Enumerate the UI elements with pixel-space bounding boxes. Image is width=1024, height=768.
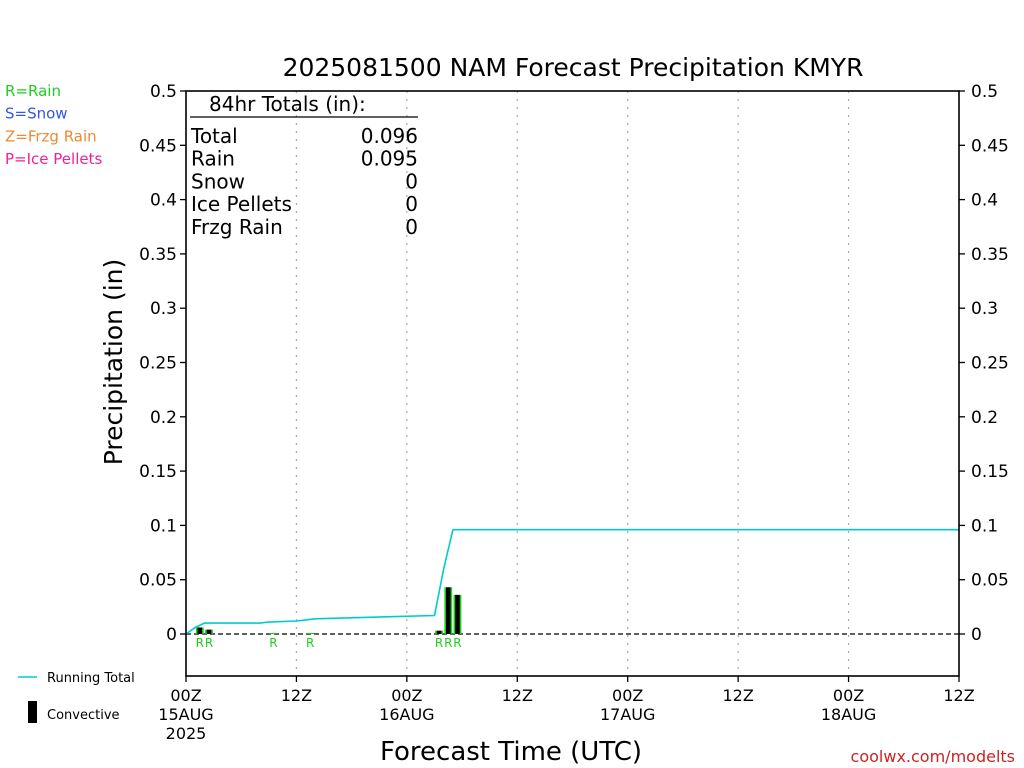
axes-layer: 0 00.05 0.050.1 0.10.15 0.150.2 0.20.25 0.250.… [139,82,1009,743]
precip-bar-3 [306,632,315,634]
credit-label: coolwx.com/modelts [851,747,1015,766]
precip-bar-2 [269,632,278,634]
totals-value-0: 0.096 [361,124,418,148]
ptype-label-3: R [306,636,314,650]
running-total-legend-label: Running Total [47,671,135,686]
y-tick-label-left-5: 0.25 [139,354,177,374]
x-tick-label-2: 00Z [391,686,422,705]
convective-bar-0 [197,627,203,634]
convective-legend-label: Convective [47,708,120,723]
y-tick-label-left-2: 0.1 [150,516,177,536]
x-tick-date-2: 16AUG [379,705,434,724]
totals-label-4: Frzg Rain [191,215,283,239]
y-tick-label-right-3: 0.15 [971,462,1009,482]
ptype-label-0: R [196,636,204,650]
legend-layer: R=Rain S=Snow Z=Frzg Rain P=Ice Pellets Runn… [5,82,135,723]
x-tick-label-4: 00Z [612,686,643,705]
y-tick-label-right-9: 0.45 [971,136,1009,156]
y-tick-label-left-3: 0.15 [139,462,177,482]
grid-layer [186,91,959,676]
totals-label-3: Ice Pellets [191,192,292,216]
ptype-label-2: R [269,636,277,650]
x-tick-date-6: 18AUG [821,705,876,724]
totals-label-2: Snow [191,169,245,193]
x-tick-label-0: 00Z [170,686,201,705]
x-axis-label: Forecast Time (UTC) [380,737,642,767]
y-tick-label-right-7: 0.35 [971,245,1009,265]
x-tick-label-7: 12Z [943,686,974,705]
totals-box: 84hr Totals (in): Total 0.096 Rain 0.095 Snow… [190,92,418,239]
ptype-label-5: R [444,636,452,650]
x-tick-date-4: 17AUG [600,705,655,724]
running-total-layer [185,528,959,635]
convective-bar-5 [445,587,451,634]
y-tick-label-right-2: 0.1 [971,516,998,536]
totals-value-4: 0 [405,215,418,239]
convective-legend-swatch [28,701,37,723]
ptype-label-1: R [205,636,213,650]
y-axis-label: Precipitation (in) [99,259,128,466]
x-tick-label-6: 00Z [833,686,864,705]
convective-bar-1 [206,629,212,634]
x-tick-year-0: 2025 [166,724,207,743]
ptype-label-6: R [453,636,461,650]
totals-value-1: 0.095 [361,147,418,171]
ptype-legend-2: Z=Frzg Rain [5,127,97,145]
y-tick-label-right-6: 0.3 [971,299,998,319]
x-tick-label-1: 12Z [281,686,312,705]
running-total-line [185,528,959,635]
x-tick-label-5: 12Z [722,686,753,705]
y-tick-label-right-4: 0.2 [971,408,998,428]
y-tick-label-right-1: 0.05 [971,571,1009,591]
y-tick-label-left-6: 0.3 [150,299,177,319]
y-tick-label-left-10: 0.5 [150,82,177,102]
y-tick-label-left-0: 0 [166,625,177,645]
x-tick-date-0: 15AUG [158,705,213,724]
y-tick-label-left-9: 0.45 [139,136,177,156]
plot-frame [185,90,960,677]
convective-bar-4 [436,630,442,634]
convective-bar-6 [455,594,460,634]
x-tick-label-3: 12Z [502,686,533,705]
y-tick-label-right-5: 0.25 [971,354,1009,374]
y-tick-label-right-10: 0.5 [971,82,998,102]
totals-heading: 84hr Totals (in): [209,92,366,116]
totals-label-1: Rain [191,147,235,171]
y-tick-label-left-7: 0.35 [139,245,177,265]
totals-label-0: Total [190,124,238,148]
y-tick-label-left-1: 0.05 [139,571,177,591]
totals-value-3: 0 [405,192,418,216]
totals-value-2: 0 [405,169,418,193]
y-tick-label-right-0: 0 [971,625,982,645]
ptype-label-4: R [435,636,443,650]
y-tick-label-left-4: 0.2 [150,408,177,428]
chart-title: 2025081500 NAM Forecast Precipitation KM… [283,53,864,82]
ptype-legend-3: P=Ice Pellets [5,150,102,168]
y-tick-label-right-8: 0.4 [971,191,998,211]
ptype-legend-0: R=Rain [5,82,61,100]
y-tick-label-left-8: 0.4 [150,191,177,211]
ptype-legend-1: S=Snow [5,105,68,123]
